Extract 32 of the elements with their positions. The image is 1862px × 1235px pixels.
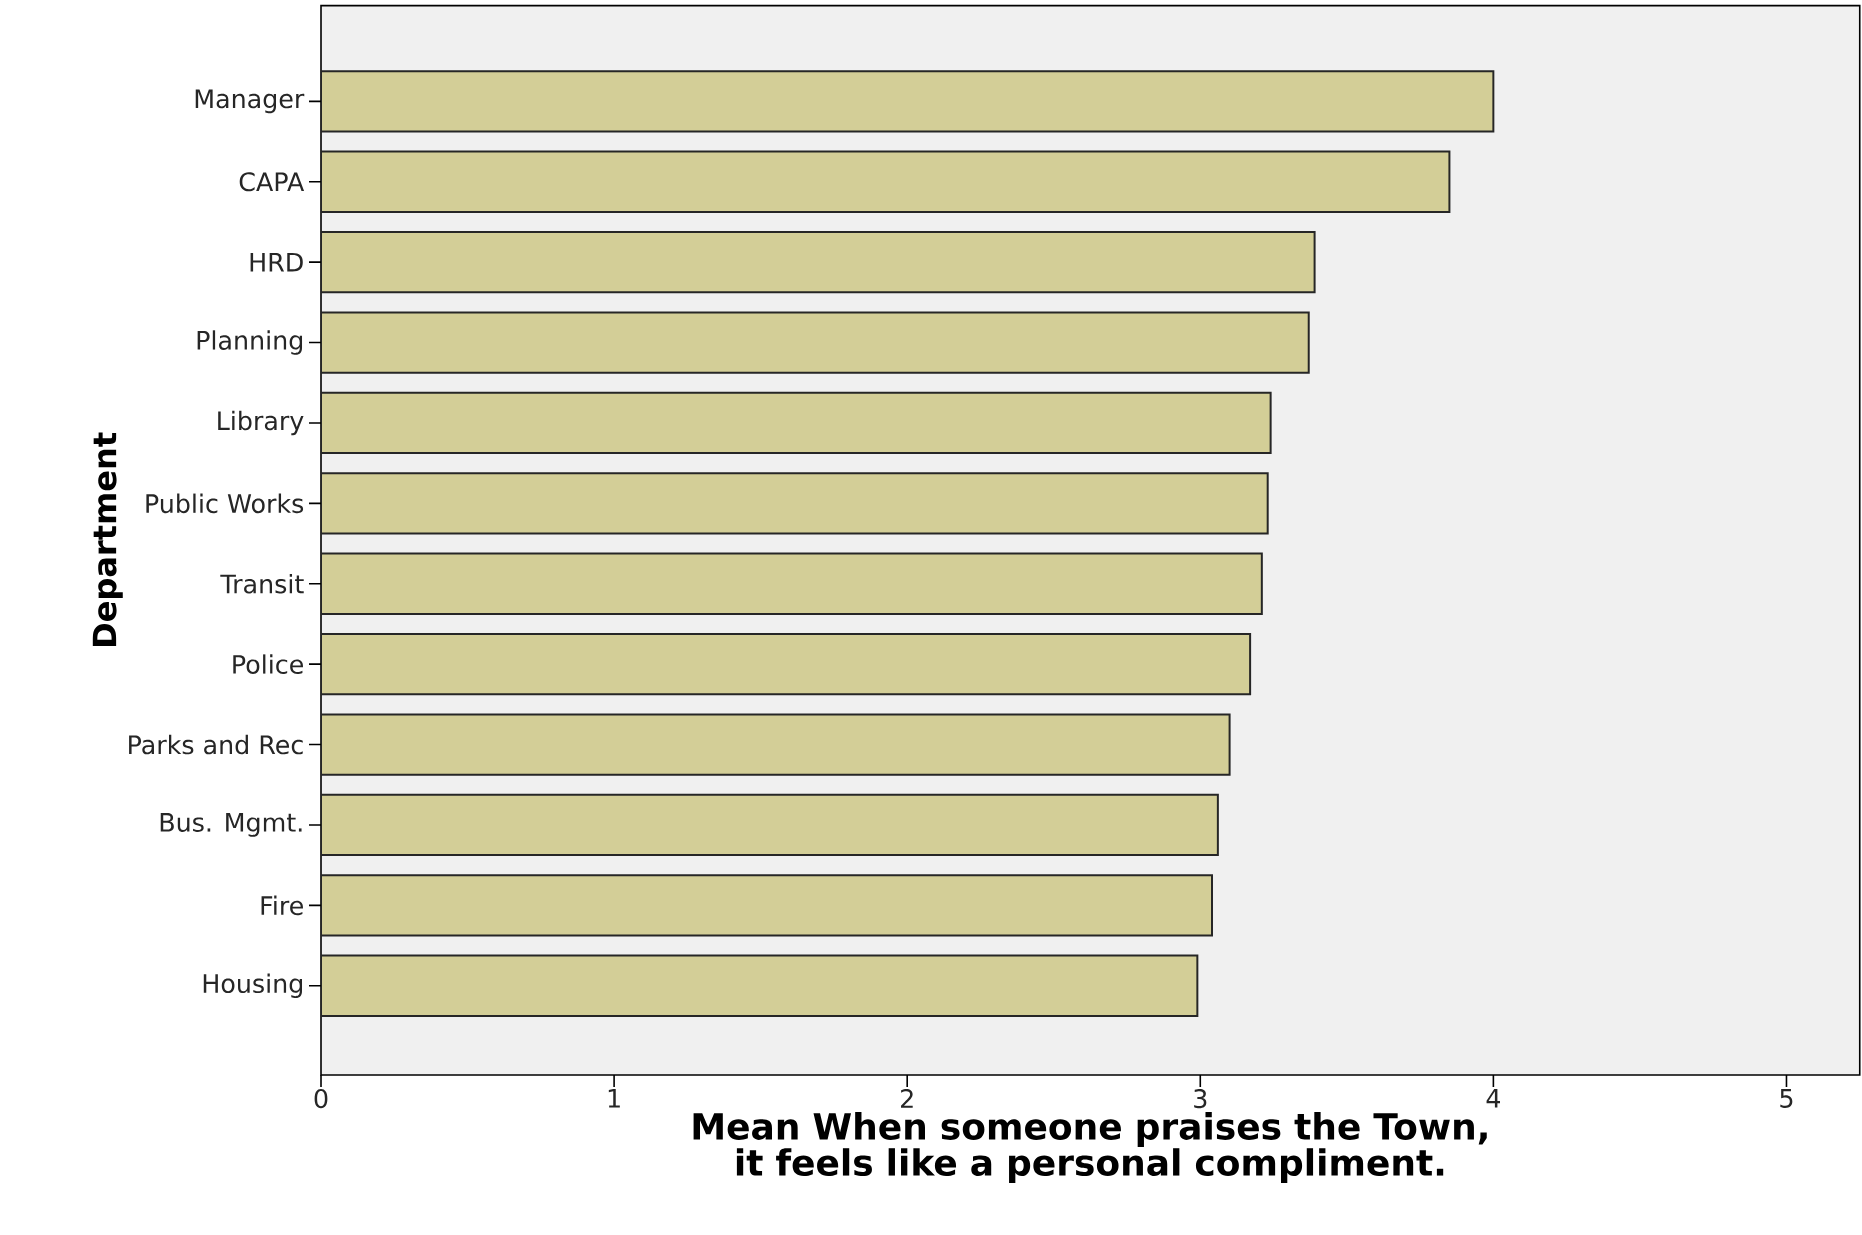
bar [321, 633, 1252, 696]
y-tick-label: Public Works [146, 493, 304, 514]
bar [321, 793, 1219, 857]
y-tick-label: Bus. Mgmt. [160, 813, 302, 837]
x-tick-label: 3 [1194, 1089, 1207, 1109]
y-tick-label: Parks and Rec [129, 734, 303, 755]
bar [321, 391, 1272, 455]
y-tick-label: Planning [197, 330, 303, 355]
y-axis-title: Department [92, 432, 123, 646]
y-tick-label: HRD [250, 252, 303, 272]
y-tick-label: Fire [261, 895, 303, 916]
x-tick-label: 2 [900, 1089, 913, 1108]
bar [321, 472, 1269, 535]
x-tick-label: 0 [314, 1089, 328, 1109]
y-tick-label: Library [218, 410, 304, 436]
y-tick-label: Manager [195, 89, 305, 114]
y-tick-label: Housing [203, 973, 303, 999]
bar [321, 70, 1495, 133]
y-tick-label: CAPA [239, 172, 305, 192]
y-tick-label: Police [233, 654, 303, 674]
bar [321, 552, 1263, 615]
y-tick-label: Transit [220, 573, 304, 594]
bar [321, 713, 1231, 776]
bar [321, 150, 1451, 213]
bar [321, 874, 1214, 937]
bar [321, 311, 1310, 374]
x-tick-label: 5 [1780, 1089, 1793, 1108]
x-tick-label: 4 [1486, 1089, 1500, 1108]
bar [321, 231, 1316, 294]
x-axis-title: Mean When someone praises the Town, it feels like a personal compliment. [693, 1112, 1487, 1184]
bar [321, 954, 1199, 1017]
x-tick-label: 1 [608, 1089, 620, 1108]
